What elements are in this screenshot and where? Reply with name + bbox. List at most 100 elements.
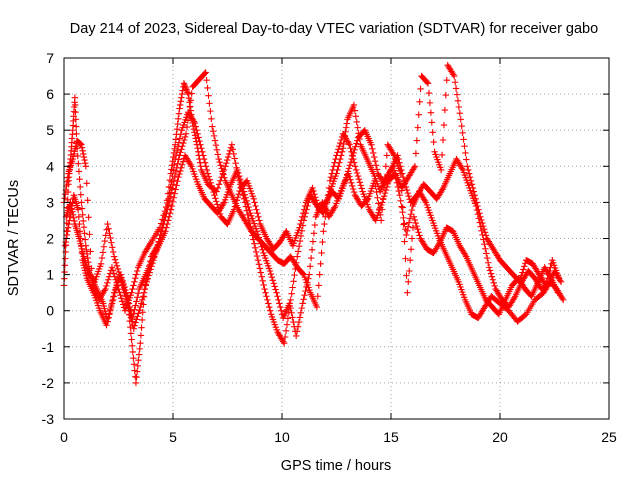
data-point-interp (202, 163, 210, 170)
data-point-interp (140, 289, 148, 296)
data-point-interp (111, 289, 119, 296)
data-point-interp (259, 246, 266, 254)
data-point (477, 213, 484, 221)
data-point-interp (302, 287, 309, 295)
data-point-interp (487, 270, 495, 277)
data-point-interp (137, 332, 145, 339)
data-point (457, 116, 464, 123)
data-point-interp (126, 303, 134, 311)
data-point-interp (80, 217, 87, 225)
data-point (261, 285, 268, 293)
data-point-interp (349, 185, 357, 193)
data-point-interp (294, 248, 302, 255)
data-point-interp (203, 76, 210, 84)
data-point-interp (317, 260, 324, 267)
data-point-interp (486, 267, 494, 274)
data-point (182, 130, 190, 138)
data-point-interp (350, 155, 357, 163)
data-point-interp (398, 203, 405, 210)
data-point-interp (295, 243, 303, 250)
data-point (280, 339, 288, 347)
data-point-interp (461, 142, 468, 150)
y-tick-label: 6 (46, 86, 54, 102)
data-point-interp (135, 351, 143, 358)
data-point-interp (214, 184, 222, 192)
data-point-interp (348, 179, 355, 187)
data-point-interp (237, 179, 245, 186)
data-point-interp (520, 266, 527, 273)
data-point-interp (354, 124, 361, 131)
data-point-interp (65, 220, 73, 228)
data-point-interp (211, 137, 219, 144)
data-point-interp (164, 217, 172, 224)
data-point-interp (178, 164, 185, 172)
data-point-interp (174, 120, 181, 128)
data-point (128, 289, 135, 296)
data-point-interp (123, 293, 131, 300)
data-point-interp (62, 238, 69, 246)
data-point-interp (196, 137, 203, 145)
data-point-interp (209, 128, 217, 135)
data-point-interp (130, 354, 137, 362)
data-point (346, 141, 353, 148)
data-point-interp (336, 142, 343, 150)
data-point-interp (353, 118, 360, 126)
data-point (424, 80, 432, 87)
data-point-interp (458, 165, 466, 172)
data-point (464, 163, 471, 170)
data-point-interp (351, 163, 359, 170)
data-point-interp (133, 368, 141, 375)
data-point-interp (135, 289, 142, 297)
data-point (176, 105, 183, 112)
data-point-interp (139, 309, 146, 316)
data-point (554, 289, 561, 296)
data-point-interp (110, 293, 118, 300)
data-point-interp (251, 240, 258, 247)
data-point (169, 181, 177, 188)
data-point-interp (400, 221, 407, 228)
data-point-interp (390, 150, 397, 158)
data-point-interp (252, 248, 260, 256)
data-point-interp (72, 123, 80, 130)
data-point-interp (208, 182, 215, 190)
data-point-interp (559, 295, 566, 302)
data-point-interp (192, 123, 199, 130)
data-point-interp (435, 240, 443, 247)
data-point-interp (340, 140, 347, 148)
data-point-interp (296, 314, 304, 321)
data-point-interp (193, 127, 200, 134)
data-point-interp (407, 246, 415, 253)
series-4 (61, 141, 561, 340)
data-point-interp (133, 316, 140, 323)
data-point-interp (381, 173, 389, 181)
data-point-interp (134, 362, 142, 370)
data-point-interp (298, 217, 305, 224)
chart-title: Day 214 of 2023, Sidereal Day-to-day VTE… (70, 21, 598, 37)
data-point-interp (467, 177, 475, 184)
data-point-interp (411, 216, 419, 224)
data-point-interp (79, 147, 86, 155)
data-point-interp (113, 282, 120, 289)
data-point-interp (337, 136, 345, 144)
data-point-interp (81, 160, 89, 167)
data-point-interp (181, 81, 188, 89)
data-point-interp (306, 263, 314, 270)
data-point-interp (347, 145, 354, 152)
data-point-interp (471, 191, 478, 199)
data-point-interp (114, 265, 122, 273)
data-point-interp (73, 130, 80, 138)
data-point-interp (80, 150, 87, 158)
data-point (339, 145, 347, 152)
data-point-interp (62, 248, 69, 256)
data-point-interp (405, 278, 412, 286)
data-point-interp (200, 155, 208, 163)
data-point-interp (132, 275, 139, 282)
data-point-interp (290, 318, 297, 326)
data-point (130, 325, 137, 332)
data-point-interp (108, 239, 115, 246)
data-point-interp (469, 184, 477, 192)
data-point-interp (62, 190, 69, 198)
data-point-interp (293, 328, 301, 335)
data-point-interp (166, 210, 174, 217)
data-point (211, 191, 218, 199)
